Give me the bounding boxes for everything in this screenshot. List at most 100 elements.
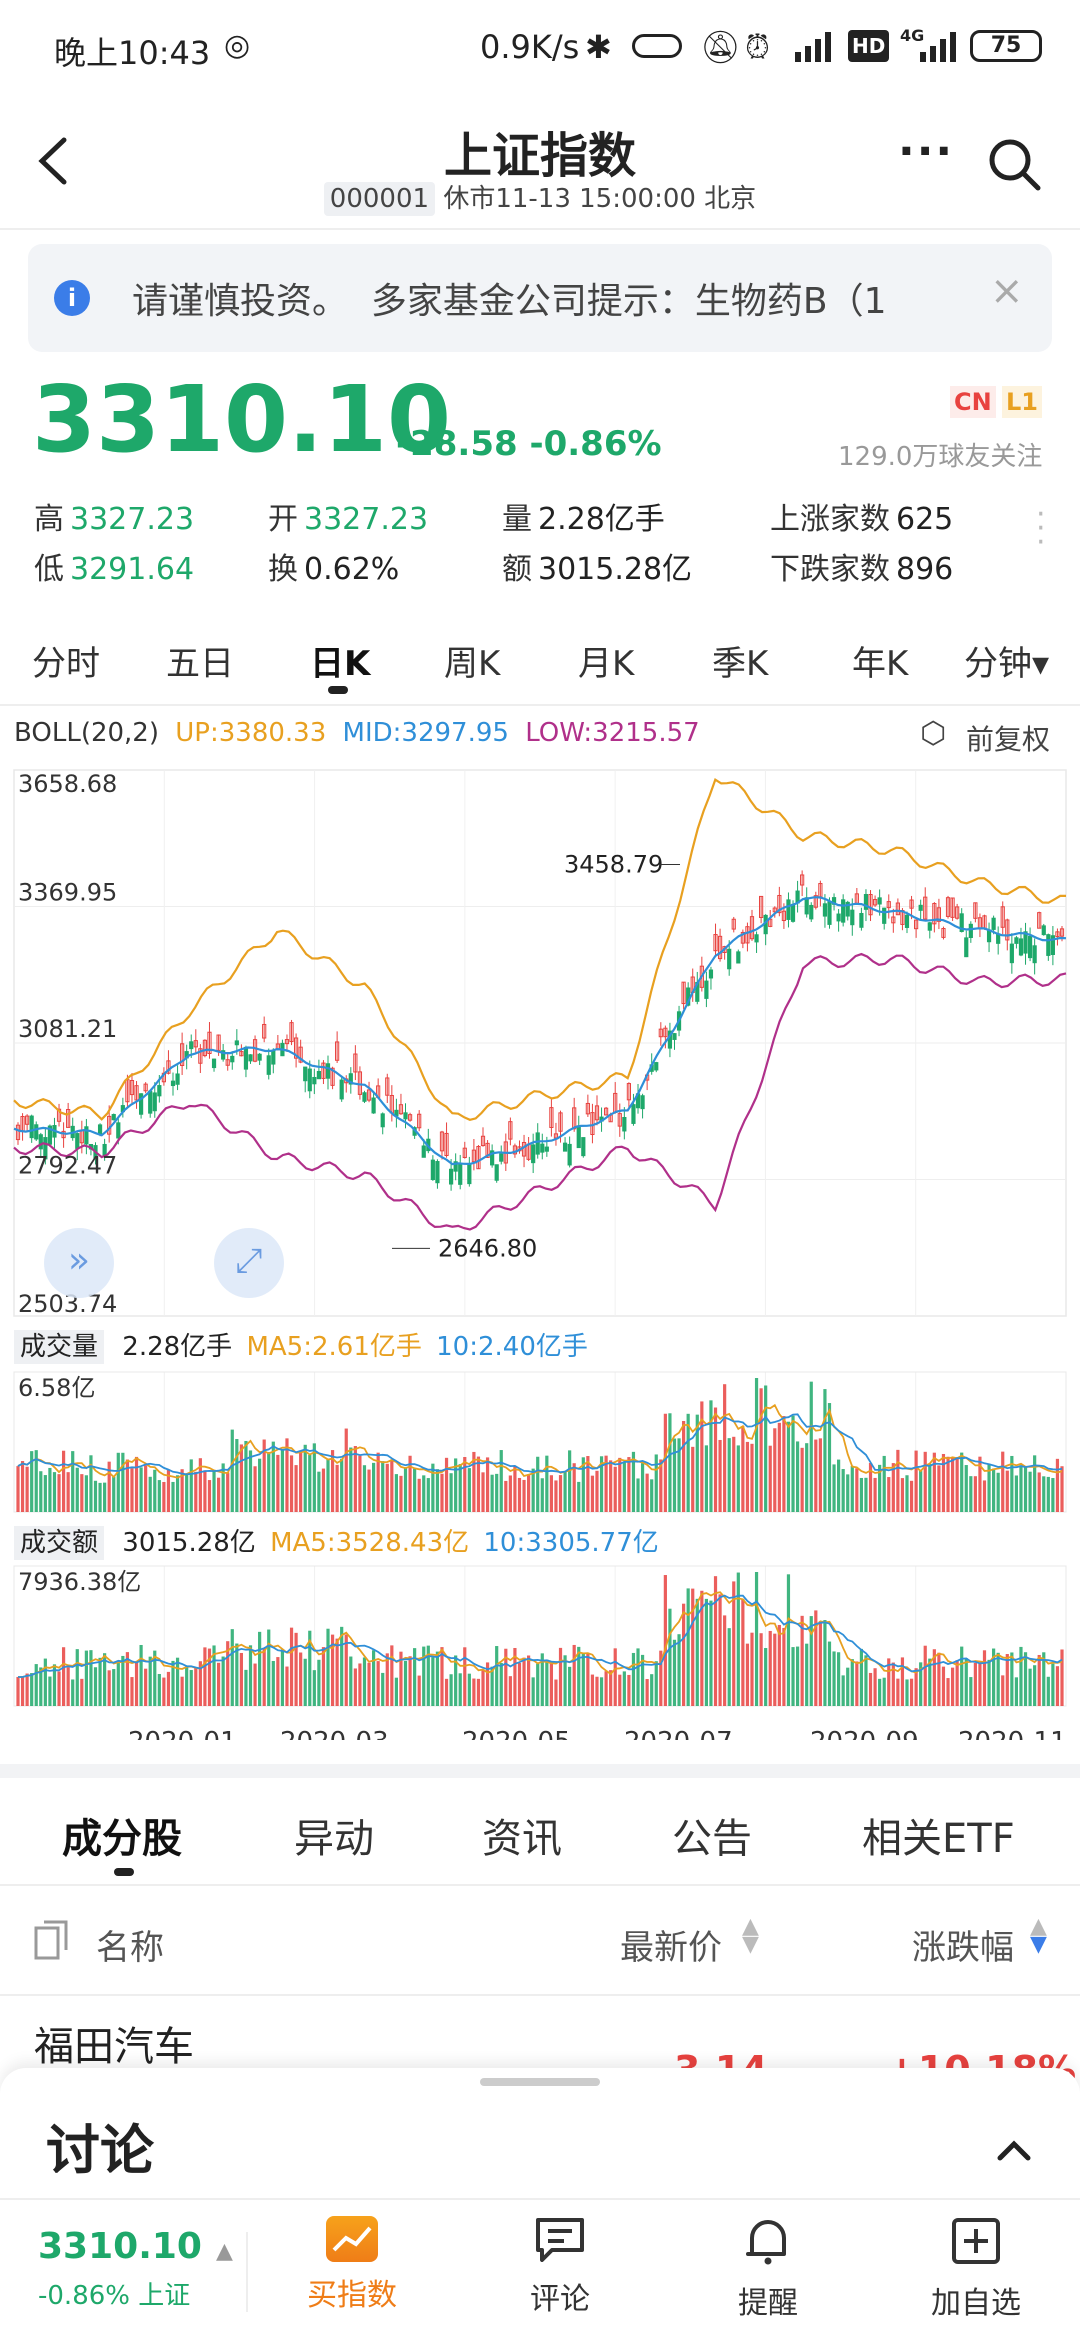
kline-chart[interactable]: 3458.79 2646.80 3658.68 3369.95 3081.21 2792… xyxy=(0,760,1080,1740)
more-icon[interactable]: ··· xyxy=(898,126,955,177)
candle-body xyxy=(380,1113,385,1128)
amount-bar xyxy=(946,1678,950,1706)
sort-icon[interactable]: ▲ ▼ xyxy=(742,1914,759,1957)
stat-label: 下跌家数 xyxy=(770,552,890,587)
volume-bar xyxy=(873,1477,877,1512)
amount-bar xyxy=(1014,1677,1019,1706)
search-icon[interactable] xyxy=(986,136,1042,192)
adjust-mode[interactable]: 前复权 xyxy=(966,723,1051,756)
volume-bar xyxy=(116,1452,120,1512)
amount-bar xyxy=(125,1652,130,1706)
col-name[interactable]: 名称 xyxy=(96,1928,164,1968)
candle-body xyxy=(480,1135,486,1147)
candle-body xyxy=(1037,912,1042,929)
amount-tag[interactable]: 成交额 xyxy=(14,1526,105,1560)
candle-body xyxy=(800,874,805,886)
market-status-line: 000001 休市11-13 15:00:00 北京 xyxy=(0,178,1080,216)
amount-bar xyxy=(189,1670,193,1706)
comment-button[interactable]: 评论 xyxy=(480,2216,640,2318)
amount-bar xyxy=(422,1646,426,1706)
tab-period-6[interactable]: 年K xyxy=(852,644,909,684)
volume-bar xyxy=(937,1465,941,1512)
volume-bar xyxy=(381,1461,385,1512)
buy-index-button[interactable]: 买指数 xyxy=(272,2216,432,2314)
sub-tab-0[interactable]: 成分股 xyxy=(62,1816,182,1862)
amount-bar xyxy=(800,1615,804,1706)
candle-body xyxy=(257,1053,262,1061)
volume-ma10: 10:2.40亿手 xyxy=(436,1332,588,1362)
candle-body xyxy=(1046,934,1051,956)
amount-bar xyxy=(590,1674,595,1706)
sort-active-icon[interactable]: ▲ ▼ xyxy=(1030,1914,1047,1957)
sub-tab-3[interactable]: 公告 xyxy=(672,1816,752,1862)
volume-bar xyxy=(312,1443,316,1512)
amount-bar xyxy=(1051,1663,1055,1706)
volume-bar xyxy=(30,1451,34,1512)
tab-period-1[interactable]: 五日 xyxy=(166,644,234,684)
boll-indicator[interactable]: BOLL(20,2) xyxy=(14,718,159,748)
tab-period-2[interactable]: 日K xyxy=(310,644,371,684)
volume-bar xyxy=(700,1401,704,1512)
copy-icon[interactable] xyxy=(34,1920,70,1960)
candle-body xyxy=(904,914,910,928)
drag-handle[interactable] xyxy=(480,2078,600,2086)
candle-body xyxy=(262,1023,267,1039)
candle-body xyxy=(198,1048,203,1064)
volume-bar xyxy=(121,1452,125,1512)
candle-body xyxy=(759,895,764,919)
followers-count[interactable]: 129.0万球友关注 xyxy=(838,442,1043,472)
volume-bar xyxy=(631,1451,636,1512)
close-icon[interactable]: × xyxy=(990,268,1024,314)
bottom-quote[interactable]: 3310.10 ▲ -0.86% 上证 xyxy=(38,2226,233,2312)
candle-body xyxy=(248,1054,253,1062)
tab-period-5[interactable]: 季K xyxy=(712,644,769,684)
remind-button[interactable]: 提醒 xyxy=(688,2216,848,2322)
tab-period-4[interactable]: 月K xyxy=(578,644,635,684)
volume-bar xyxy=(727,1438,731,1512)
volume-bar xyxy=(987,1463,991,1512)
expand-right-icon[interactable]: » xyxy=(44,1228,114,1298)
sub-tab-2[interactable]: 资讯 xyxy=(482,1816,562,1862)
col-pct[interactable]: 涨跌幅 xyxy=(912,1928,1014,1968)
amount-bar xyxy=(385,1653,389,1706)
sub-tab-4[interactable]: 相关ETF xyxy=(862,1816,1015,1862)
row-name[interactable]: 福田汽车 xyxy=(34,2024,194,2070)
amount-bar xyxy=(955,1660,959,1706)
amount-bar xyxy=(741,1598,745,1706)
date-tick: 2020-11 xyxy=(958,1727,1067,1740)
volume-bar xyxy=(43,1475,47,1512)
col-price[interactable]: 最新价 xyxy=(620,1928,722,1968)
volume-bar xyxy=(185,1473,189,1512)
settings-hex-icon[interactable]: ⬡ xyxy=(920,716,947,751)
notice-banner[interactable]: i 请谨慎投资。 多家基金公司提示：生物药B（1 × xyxy=(28,244,1052,352)
amount-bar xyxy=(909,1678,914,1706)
volume-bar xyxy=(695,1414,699,1512)
chevron-up-icon[interactable] xyxy=(996,2138,1032,2162)
volume-bar xyxy=(353,1446,357,1512)
add-watchlist-button[interactable]: 加自选 xyxy=(896,2216,1056,2322)
back-arrow-icon[interactable] xyxy=(36,136,70,186)
tab-period-0[interactable]: 分时 xyxy=(32,644,100,684)
volume-tag[interactable]: 成交量 xyxy=(14,1330,105,1364)
tab-period-7[interactable]: 分钟▾ xyxy=(964,644,1050,684)
amount-bar xyxy=(57,1671,61,1706)
volume-bar xyxy=(280,1450,285,1512)
candle-body xyxy=(467,1163,472,1185)
candle-body xyxy=(626,1083,631,1101)
volume-bar xyxy=(385,1463,389,1512)
date-ticks: 2020-01 2020-03 2020-05 2020-07 2020-09 2020-… xyxy=(128,1727,1067,1740)
more-stats-icon[interactable]: · · · xyxy=(1036,497,1046,560)
tab-period-3[interactable]: 周K xyxy=(444,644,501,684)
sub-tab-1[interactable]: 异动 xyxy=(294,1816,374,1862)
candle-body xyxy=(462,1147,467,1158)
candle-body xyxy=(1005,919,1010,941)
discussion-title[interactable]: 讨论 xyxy=(46,2119,154,2182)
amount-bar xyxy=(654,1661,658,1706)
volume-bar xyxy=(572,1463,576,1512)
amount-bar xyxy=(545,1659,549,1706)
fullscreen-icon[interactable]: ⤢ xyxy=(214,1228,284,1298)
amount-bar xyxy=(258,1631,262,1706)
bell-icon xyxy=(746,2220,786,2265)
volume-bar xyxy=(258,1458,262,1512)
amount-bar xyxy=(868,1672,873,1706)
